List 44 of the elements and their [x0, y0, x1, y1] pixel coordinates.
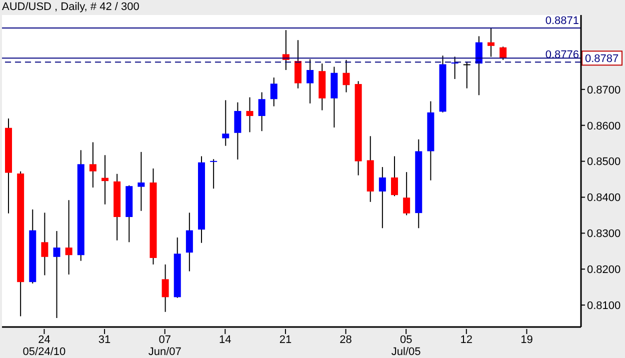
- candlestick: [246, 96, 254, 133]
- candlestick: [234, 102, 242, 160]
- candlestick: [463, 61, 470, 89]
- candlestick: [488, 27, 494, 58]
- y-tick-label: 0.8400: [587, 192, 621, 204]
- ref-line-label: 0.8871: [545, 14, 579, 27]
- candlestick: [186, 212, 193, 272]
- candlestick: [391, 156, 398, 197]
- candlestick: [451, 56, 458, 80]
- ref-line-label: 0.8787: [585, 53, 619, 66]
- x-tick-label: 21: [279, 334, 292, 346]
- candlestick: [89, 142, 96, 188]
- chart-title: AUD/USD , Daily, # 42 / 300: [1, 0, 140, 14]
- candlestick: [342, 59, 350, 93]
- x-tick-label: 19: [520, 334, 533, 346]
- candlestick: [53, 230, 60, 319]
- candlestick: [475, 36, 482, 96]
- candlestick: [162, 264, 169, 312]
- x-tick-label: 05 Jul/05: [391, 334, 421, 358]
- candlestick: [65, 200, 72, 276]
- x-tick-label: 28: [340, 334, 352, 346]
- candlestick: [500, 46, 507, 60]
- x-tick-label: 12: [460, 334, 473, 346]
- candlestick: [378, 166, 386, 229]
- candlestick: [210, 158, 218, 190]
- candlestick: [294, 40, 302, 89]
- y-tick-label: 0.8500: [587, 156, 621, 168]
- y-tick-label: 0.8200: [587, 264, 621, 276]
- y-tick-label: 0.8700: [587, 84, 621, 96]
- y-tick-label: 0.8300: [587, 228, 621, 240]
- y-tick-label: 0.8100: [587, 300, 621, 312]
- candlestick: [270, 77, 278, 107]
- candlestick: [306, 58, 314, 104]
- candlestick: [138, 151, 145, 212]
- x-tick-label: 14: [219, 334, 232, 346]
- x-tick-label: 31: [98, 334, 111, 346]
- candlestick: [258, 92, 266, 132]
- candlestick: [403, 172, 410, 216]
- candlestick: [41, 212, 48, 276]
- candlestick: [102, 154, 108, 205]
- candlestick: [222, 100, 230, 146]
- x-tick-label: 24 05/24/10: [22, 334, 66, 358]
- x-tick-label: 07 Jun/07: [148, 334, 182, 358]
- y-tick-label: 0.8600: [587, 120, 621, 132]
